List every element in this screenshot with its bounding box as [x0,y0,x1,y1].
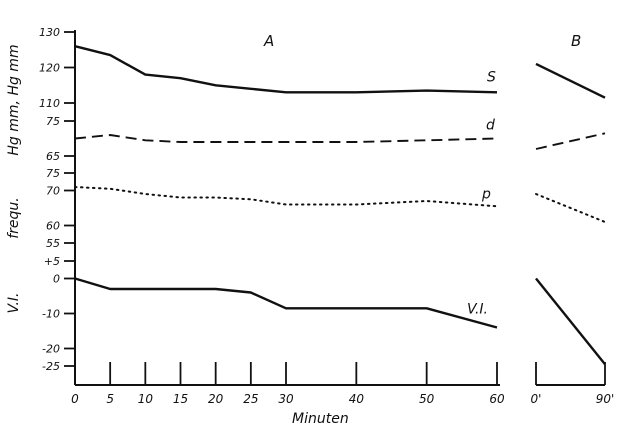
x-axis-label: Minuten [292,411,349,427]
y-tick-label: -20 [42,343,60,356]
series-diastolic-line [74,134,498,143]
y-tick-label: 75 [46,167,60,180]
series-vi-b-line [535,277,606,366]
series-vi-label: V.I. [467,302,488,318]
y-tick-label: 110 [39,97,60,110]
ylabel-vi: V.I. [6,293,22,314]
y-tick-label: 0 [53,273,60,286]
y-tick-label: 65 [46,150,60,163]
x-tick-label: 40 [349,392,365,406]
series-systolic-label: S [487,69,496,85]
y-tick-label: 70 [46,185,60,198]
y-tick-label: 75 [46,115,60,128]
series-pulse-label: p [481,186,491,202]
y-tick-label: 60 [46,220,60,233]
ylabel-pressure: Hg mm, Hg mm [6,44,22,155]
x-tick-label: 5 [106,392,114,406]
series-diastolic-b-line [535,132,606,150]
b-tick-label-end: 90' [596,392,615,406]
x-tick-label: 15 [173,392,188,406]
series-diastolic-label: d [486,118,495,134]
y-tick-label: 55 [46,237,60,250]
y-ticks: 130 120 110 75 65 75 70 60 55 +5 0 -10 -20 -25 [39,26,75,373]
x-tick-label: 10 [138,392,154,406]
x-tick-label: 20 [208,392,224,406]
series-pulse-b-line [535,193,606,223]
y-tick-label: -10 [42,308,60,321]
x-tick-label: 25 [243,392,258,406]
y-tick-label: -25 [42,360,60,373]
y-tick-label: +5 [44,255,60,268]
x-tick-label: 30 [278,392,294,406]
series-systolic-b-line [535,62,606,99]
b-tick-label-start: 0' [531,392,542,406]
y-tick-label: 130 [39,26,60,39]
x-tick-label: 50 [419,392,435,406]
series-lines: Sd p V.I. [74,45,606,366]
ylabel-pulse: frequ. [6,197,22,239]
y-tick-label: 120 [39,62,60,75]
series-systolic-line [74,45,498,94]
series-pulse-line [74,186,498,208]
x-tick-label: 0 [71,392,79,406]
series-vi-line [74,277,498,329]
panel-label-a: A [263,32,274,50]
panel-label-b: B [571,32,581,50]
x-tick-label: 60 [489,392,505,406]
